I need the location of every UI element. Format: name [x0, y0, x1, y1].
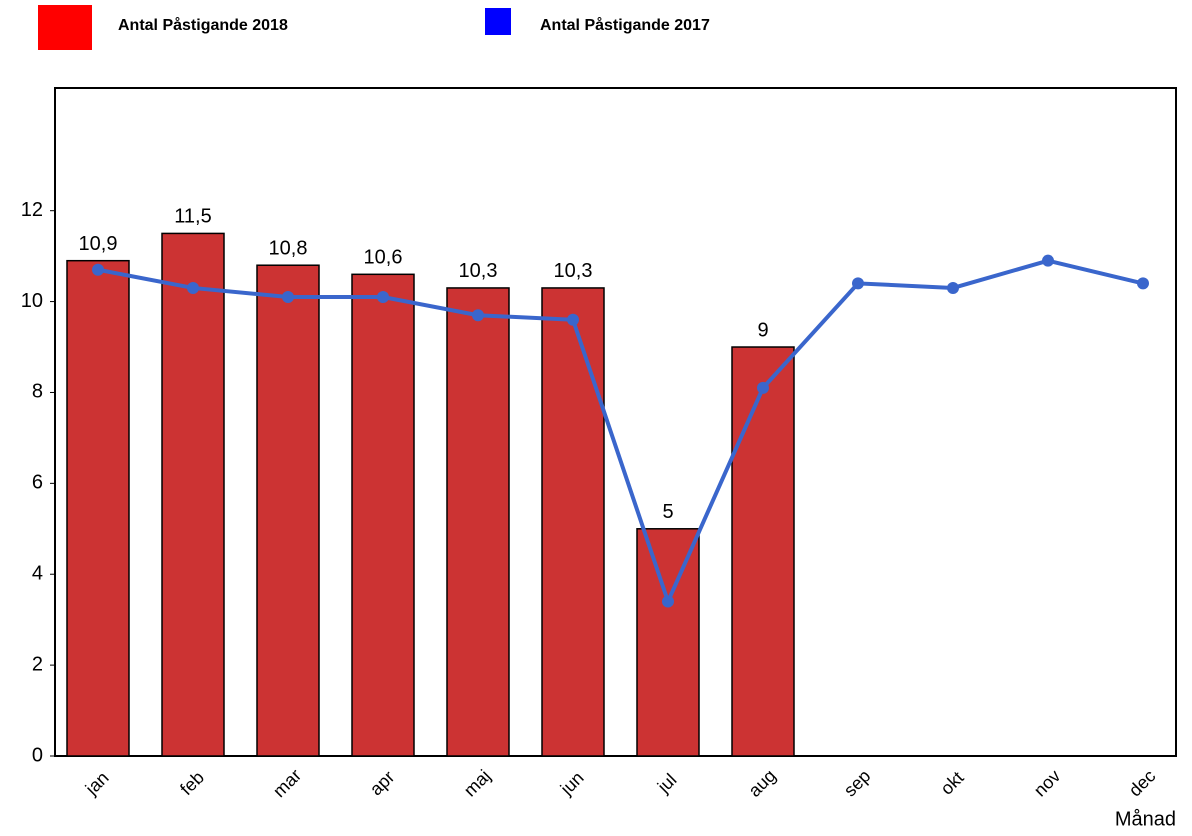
bar	[541, 287, 605, 757]
x-tick-label: maj	[460, 766, 495, 801]
legend-label: Antal Påstigande 2018	[118, 16, 288, 34]
line-point	[187, 281, 199, 294]
x-tick-label: dec	[1125, 766, 1160, 801]
y-tick-label: 8	[32, 381, 43, 403]
line-point	[282, 291, 294, 304]
data-label: 9	[757, 319, 768, 341]
data-label: 5	[662, 501, 673, 523]
x-tick-label: feb	[176, 767, 208, 799]
line-point	[472, 309, 484, 322]
x-tick-label: okt	[937, 768, 968, 799]
x-tick-label: aug	[744, 765, 779, 800]
x-tick-label: jan	[81, 768, 113, 800]
y-tick-label: 0	[32, 744, 43, 766]
line-point	[377, 291, 389, 304]
data-label: 11,5	[174, 206, 211, 228]
bar	[731, 346, 795, 757]
line-point	[1042, 254, 1054, 267]
bar	[636, 528, 700, 757]
y-tick-label: 12	[21, 199, 43, 221]
x-axis-label: Månad	[1115, 808, 1176, 830]
x-tick-label: apr	[366, 767, 399, 800]
bar	[66, 259, 130, 757]
x-tick-label: jun	[556, 768, 588, 800]
legend-marker	[38, 5, 92, 50]
y-tick-label: 10	[21, 290, 43, 312]
bar	[161, 232, 225, 757]
y-tick-label: 6	[32, 472, 43, 494]
data-label: 10,6	[364, 247, 403, 269]
line-point	[662, 595, 674, 608]
y-tick-label: 2	[32, 653, 43, 675]
x-tick-label: jul	[653, 770, 681, 798]
x-tick-label: mar	[269, 765, 305, 801]
data-label: 10,3	[554, 260, 593, 282]
legend-label: Antal Påstigande 2017	[540, 16, 710, 34]
line-point	[567, 313, 579, 326]
y-tick-label: 4	[32, 563, 43, 585]
data-label: 10,9	[79, 233, 118, 255]
plot-frame	[54, 87, 1177, 757]
line-point	[757, 381, 769, 394]
bar	[446, 287, 510, 757]
line-point	[852, 277, 864, 290]
legend-marker	[485, 8, 511, 35]
data-label: 10,8	[269, 238, 308, 260]
bar	[351, 273, 415, 757]
bar	[256, 264, 320, 757]
x-tick-label: nov	[1030, 766, 1065, 801]
line-point	[92, 263, 104, 276]
x-tick-label: sep	[840, 766, 875, 801]
line-point	[1137, 277, 1149, 290]
line	[97, 258, 1144, 607]
data-label: 10,3	[459, 260, 498, 282]
line-point	[947, 281, 959, 294]
